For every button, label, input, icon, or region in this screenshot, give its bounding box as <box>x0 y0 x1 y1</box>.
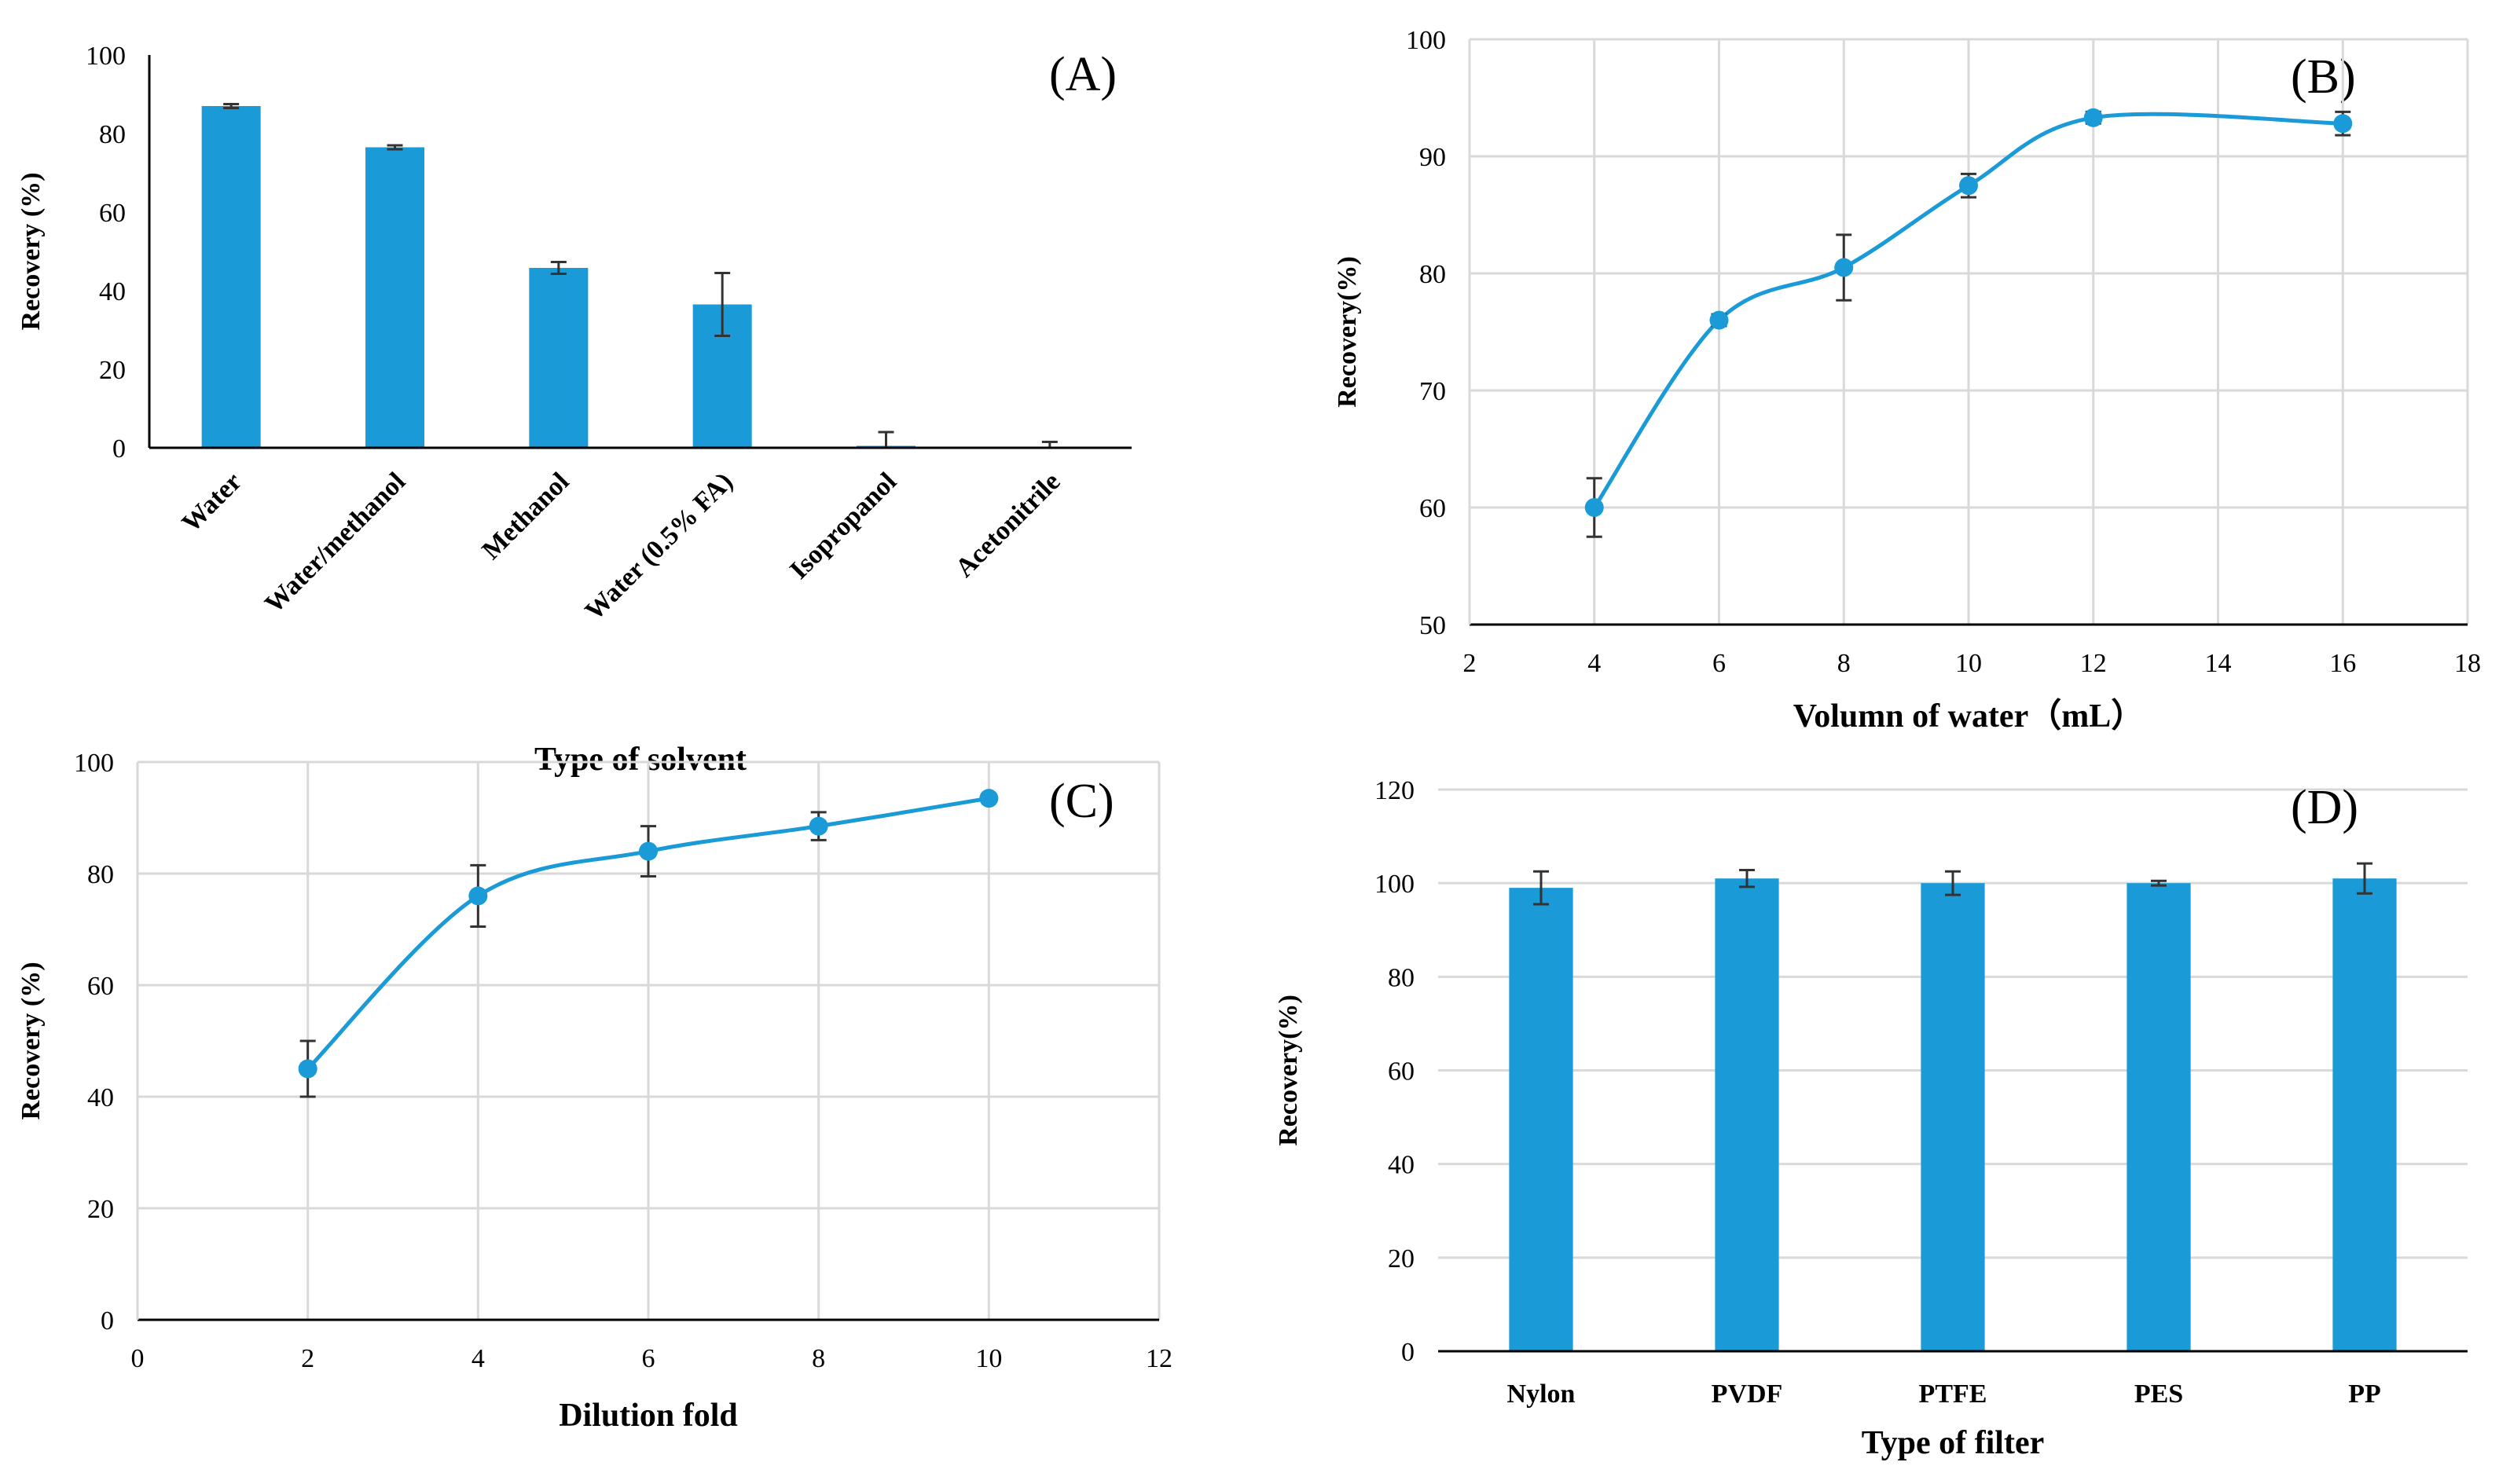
x-category-label: Water/methanol <box>259 467 411 618</box>
x-category-label: Acetonitrile <box>950 467 1066 583</box>
y-tick-label: 90 <box>1419 143 1446 172</box>
y-tick-label: 70 <box>1419 377 1446 406</box>
y-tick-label: 80 <box>99 120 126 149</box>
data-point <box>1709 310 1729 330</box>
panel-label: (C) <box>1049 775 1114 828</box>
x-axis-title: Type of filter <box>1862 1425 2044 1461</box>
x-category-label: Methanol <box>476 467 574 565</box>
data-point <box>468 886 488 906</box>
panel-label: (B) <box>2291 50 2356 104</box>
x-category-label: Isopropanol <box>784 467 902 584</box>
data-point <box>979 789 999 808</box>
y-tick-label: 100 <box>1374 870 1415 899</box>
x-axis-title: Type of solvent <box>534 742 747 778</box>
panel-label: (D) <box>2291 781 2358 834</box>
bar <box>365 147 424 448</box>
bar <box>529 268 589 448</box>
y-tick-label: 80 <box>1419 260 1446 289</box>
y-tick-label: 100 <box>86 42 126 71</box>
y-tick-label: 100 <box>74 749 114 778</box>
x-category-label: PTFE <box>1919 1380 1987 1409</box>
x-category-label: PP <box>2348 1380 2381 1409</box>
bar <box>201 106 261 448</box>
x-category-label: Nylon <box>1507 1380 1576 1409</box>
y-tick-label: 80 <box>1388 963 1415 992</box>
x-tick-label: 12 <box>1146 1344 1172 1373</box>
bar <box>2127 883 2191 1351</box>
x-tick-label: 16 <box>2329 649 2356 678</box>
y-tick-label: 120 <box>1374 776 1415 805</box>
y-tick-label: 20 <box>99 356 126 385</box>
data-point <box>809 816 828 836</box>
data-point <box>298 1059 317 1079</box>
y-tick-label: 80 <box>87 860 114 889</box>
x-category-label: PVDF <box>1712 1380 1783 1409</box>
x-tick-label: 12 <box>2080 649 2107 678</box>
x-axis-title: Volumn of water（mL） <box>1793 698 2144 735</box>
y-tick-label: 60 <box>1419 494 1446 523</box>
y-tick-label: 20 <box>1388 1244 1415 1273</box>
x-tick-label: 6 <box>1712 649 1726 678</box>
bar <box>1509 888 1573 1351</box>
y-tick-label: 60 <box>99 199 126 228</box>
data-point <box>639 841 658 861</box>
y-tick-label: 0 <box>112 434 126 464</box>
y-axis-title: Recovery(%) <box>1274 995 1303 1146</box>
x-tick-label: 4 <box>472 1344 485 1373</box>
y-tick-label: 20 <box>87 1195 114 1224</box>
x-tick-label: 0 <box>131 1344 145 1373</box>
x-tick-label: 4 <box>1587 649 1601 678</box>
x-category-label: PES <box>2134 1380 2183 1409</box>
y-tick-label: 40 <box>1388 1151 1415 1180</box>
y-tick-label: 40 <box>99 277 126 306</box>
data-point <box>1584 498 1604 517</box>
x-tick-label: 10 <box>975 1344 1002 1373</box>
y-tick-label: 50 <box>1419 611 1446 640</box>
x-category-label: Water <box>177 467 248 537</box>
data-point <box>2333 114 2353 134</box>
x-tick-label: 8 <box>812 1344 825 1373</box>
x-tick-label: 2 <box>1463 649 1477 678</box>
y-axis-title: Recovery (%) <box>17 962 46 1119</box>
y-tick-label: 60 <box>1388 1057 1415 1086</box>
y-axis-title: Recovery(%) <box>1333 256 1362 408</box>
y-tick-label: 0 <box>1401 1338 1415 1367</box>
x-tick-label: 18 <box>2454 649 2481 678</box>
y-tick-label: 100 <box>1406 26 1446 55</box>
x-tick-label: 14 <box>2205 649 2232 678</box>
data-point <box>1959 176 1978 196</box>
data-point <box>1834 258 1854 277</box>
bar <box>2332 878 2397 1351</box>
y-tick-label: 40 <box>87 1083 114 1112</box>
x-axis-title: Dilution fold <box>559 1398 738 1434</box>
panel-b-line-chart: 50 60 70 80 90 100 Recovery(%) Volumn of water（… <box>1333 26 2481 735</box>
series-line <box>306 796 989 1071</box>
x-tick-label: 8 <box>1837 649 1851 678</box>
bar <box>1921 883 1985 1351</box>
x-tick-label: 2 <box>301 1344 314 1373</box>
y-tick-label: 0 <box>101 1306 114 1336</box>
x-tick-label: 6 <box>642 1344 655 1373</box>
data-point <box>2083 108 2103 127</box>
panel-label: (A) <box>1049 48 1117 101</box>
bar <box>1715 878 1779 1351</box>
y-axis-title: Recovery (%) <box>17 172 46 330</box>
series-line <box>1592 112 2343 509</box>
x-tick-label: 10 <box>1955 649 1982 678</box>
y-tick-label: 60 <box>87 972 114 1001</box>
panel-d-bar-chart: 0 20 40 60 80 100 120 Recovery(%) Type of filter… <box>1274 776 2468 1461</box>
panel-a-bar-chart: 0 20 40 60 80 100 Recovery (%) Type of solvent (… <box>17 42 1132 778</box>
x-category-label: Water (0.5% FA) <box>580 467 739 625</box>
